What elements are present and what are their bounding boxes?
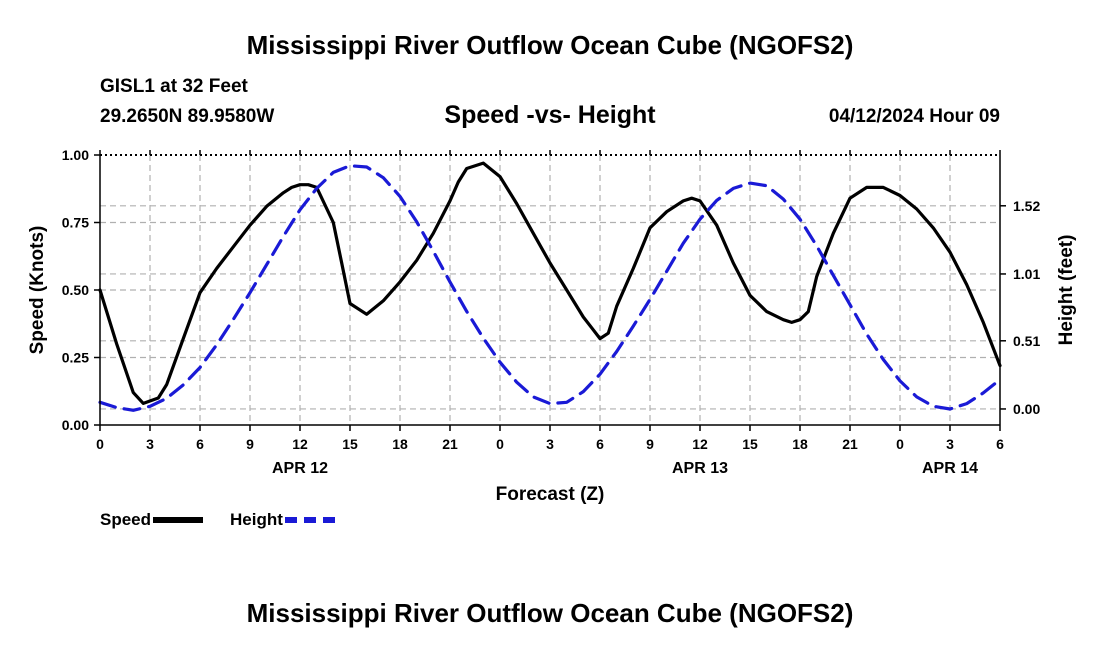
x-tick-label: 6 bbox=[996, 436, 1004, 452]
series-line-height bbox=[98, 164, 1002, 412]
x-date-label: APR 14 bbox=[922, 460, 978, 477]
x-tick-label: 3 bbox=[946, 436, 954, 452]
x-date-label: APR 13 bbox=[672, 460, 728, 477]
x-tick-label: 0 bbox=[896, 436, 904, 452]
x-tick-label: 12 bbox=[692, 436, 708, 452]
legend-speed: Speed bbox=[100, 510, 204, 530]
x-tick-label: 0 bbox=[496, 436, 504, 452]
legend-height-label: Height bbox=[230, 510, 283, 529]
x-tick-label: 18 bbox=[392, 436, 408, 452]
x-tick-label: 12 bbox=[292, 436, 308, 452]
legend-height: Height bbox=[230, 510, 335, 530]
y2-tick-label: 0.00 bbox=[1013, 401, 1040, 417]
y-tick-label: 0.50 bbox=[62, 282, 89, 298]
y2-tick-label: 1.52 bbox=[1013, 198, 1040, 214]
legend-height-swatch bbox=[284, 517, 335, 523]
y-tick-label: 0.75 bbox=[62, 215, 89, 231]
axis-ticks: 0 3 6 9 12 15 18 21 0 3 6 9 12 15 18 21 0 3 6 APR 12 APR 13 A… bbox=[62, 147, 1041, 477]
x-tick-label: 21 bbox=[842, 436, 858, 452]
x-tick-label: 3 bbox=[546, 436, 554, 452]
x-axis-title: Forecast (Z) bbox=[496, 484, 605, 505]
series-lines bbox=[98, 161, 1002, 412]
y-axis-title: Speed (Knots) bbox=[27, 226, 48, 355]
series-line-speed bbox=[98, 161, 1002, 405]
x-tick-label: 0 bbox=[96, 436, 104, 452]
x-tick-label: 3 bbox=[146, 436, 154, 452]
legend-speed-swatch bbox=[153, 517, 204, 523]
x-tick-label: 15 bbox=[742, 436, 758, 452]
grid-lines bbox=[100, 155, 1000, 425]
y2-tick-label: 0.51 bbox=[1013, 333, 1040, 349]
chart-main-title: Mississippi River Outflow Ocean Cube (NG… bbox=[246, 30, 854, 60]
x-tick-label: 6 bbox=[196, 436, 204, 452]
x-tick-label: 15 bbox=[342, 436, 358, 452]
x-tick-label: 21 bbox=[442, 436, 458, 452]
forecast-datetime: 04/12/2024 Hour 09 bbox=[828, 106, 1000, 127]
legend-speed-label: Speed bbox=[100, 510, 152, 529]
station-coordinates: 29.2650N 89.9580W bbox=[100, 106, 275, 127]
chart-subtitle: Speed -vs- Height bbox=[444, 101, 656, 129]
station-label: GISL1 at 32 Feet bbox=[100, 76, 248, 97]
x-tick-label: 18 bbox=[792, 436, 808, 452]
y-tick-label: 0.25 bbox=[62, 350, 89, 366]
y2-axis-title: Height (feet) bbox=[1056, 235, 1077, 346]
footer-title: Mississippi River Outflow Ocean Cube (NG… bbox=[246, 598, 854, 628]
x-tick-label: 9 bbox=[246, 436, 254, 452]
x-tick-label: 6 bbox=[596, 436, 604, 452]
y2-tick-label: 1.01 bbox=[1013, 266, 1040, 282]
y-tick-label: 1.00 bbox=[62, 147, 89, 163]
y-tick-label: 0.00 bbox=[62, 417, 89, 433]
x-date-label: APR 12 bbox=[272, 460, 328, 477]
x-tick-label: 9 bbox=[646, 436, 654, 452]
